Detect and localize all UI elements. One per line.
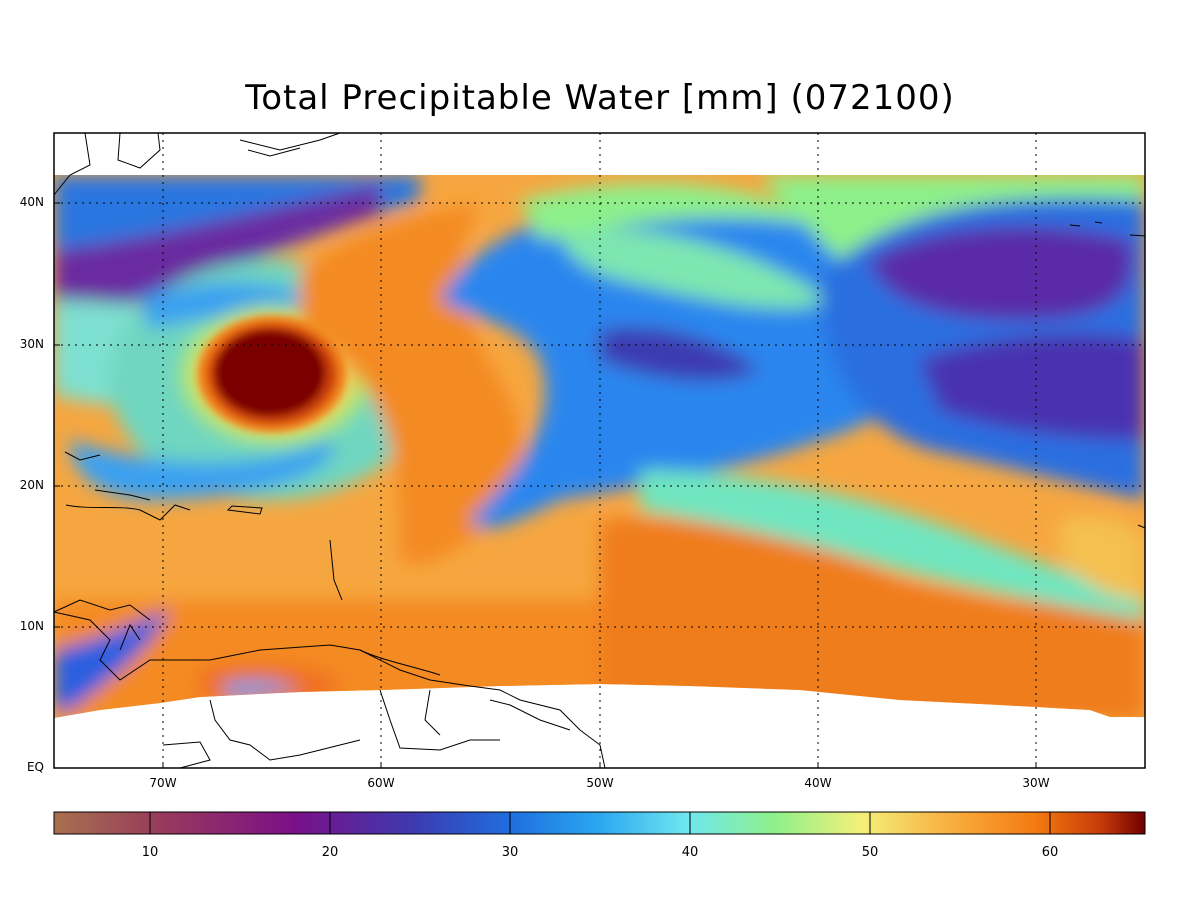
lon-label-30w: 30W bbox=[1022, 776, 1050, 790]
graticule bbox=[54, 133, 1145, 768]
lon-label-50w: 50W bbox=[586, 776, 614, 790]
lat-label-40n: 40N bbox=[19, 195, 44, 209]
lat-label-10n: 10N bbox=[19, 619, 44, 633]
map-title: Total Precipitable Water [mm] (072100) bbox=[245, 78, 955, 118]
lat-label-eq: EQ bbox=[26, 760, 44, 774]
colorbar bbox=[53, 811, 1146, 835]
lon-label-70w: 70W bbox=[149, 776, 177, 790]
lon-label-40w: 40W bbox=[804, 776, 832, 790]
lat-label-20n: 20N bbox=[19, 478, 44, 492]
coastlines bbox=[53, 132, 1146, 769]
colorbar-label-10: 10 bbox=[141, 845, 159, 860]
lon-label-60w: 60W bbox=[367, 776, 395, 790]
colorbar-label-30: 30 bbox=[501, 845, 519, 860]
colorbar-label-50: 50 bbox=[861, 845, 879, 860]
colorbar-label-20: 20 bbox=[321, 845, 339, 860]
colorbar-label-40: 40 bbox=[681, 845, 699, 860]
tpw-field bbox=[54, 175, 1145, 718]
colorbar-label-60: 60 bbox=[1041, 845, 1059, 860]
colorbar-ticks bbox=[149, 812, 1051, 834]
lat-label-30n: 30N bbox=[19, 337, 44, 351]
